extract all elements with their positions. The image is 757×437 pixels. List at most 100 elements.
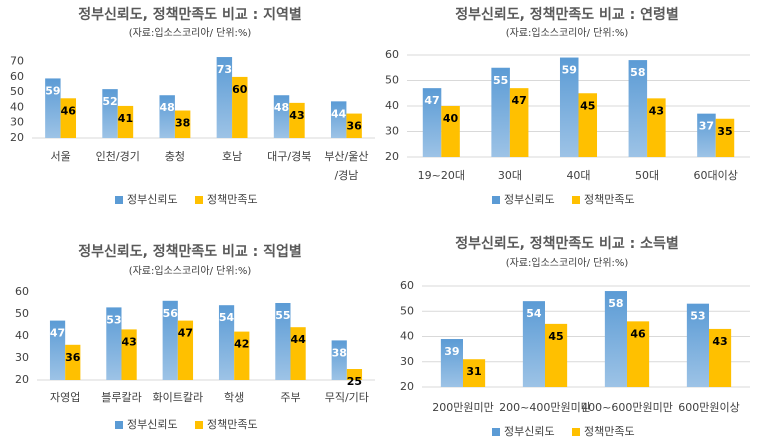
bar [647,98,666,157]
x-tick-label: 200~400만원미만 [499,401,591,414]
value-label: 47 [512,94,527,107]
y-tick-label: 50 [10,85,24,98]
x-tick-label: 호남 [222,150,242,163]
x-tick-label: 학생 [224,391,244,404]
legend-swatch [115,196,123,204]
legend-label: 정책만족도 [584,193,635,206]
legend-swatch [572,428,580,436]
value-label: 48 [160,101,175,114]
bar [463,359,486,387]
bar [441,106,460,157]
bar [440,339,463,387]
legend-swatch [492,196,500,204]
x-tick-label: 화이트칼라 [153,391,204,404]
bar [509,88,529,157]
x-tick-label: 60대이상 [694,169,738,182]
value-label: 38 [175,117,190,130]
value-label: 36 [346,120,362,133]
value-label: 43 [121,335,136,348]
value-label: 45 [548,330,563,343]
legend-label: 정부신뢰도 [127,193,178,206]
value-label: 55 [275,309,290,322]
value-label: 46 [61,104,77,117]
legend-swatch [572,196,580,204]
chart-title: 정부신뢰도, 정책만족도 비교 : 지역별 [78,6,302,23]
bar [346,113,362,138]
bar [628,60,648,157]
y-tick-label: 20 [10,131,24,144]
y-tick-label: 40 [15,329,29,342]
bar [117,105,134,138]
value-label: 39 [444,345,459,358]
value-label: 35 [717,125,732,138]
legend-label: 정부신뢰도 [504,425,555,437]
bar [330,101,347,138]
y-tick-label: 30 [10,116,24,129]
bar [709,328,732,387]
value-label: 55 [493,74,508,87]
legend-label: 정책만족도 [584,425,635,437]
y-tick-label: 40 [385,99,399,112]
bar [491,67,510,157]
chart-subtitle: (자료:입소스코리아/ 단위:%) [129,26,252,39]
value-label: 47 [178,327,193,340]
value-label: 46 [630,327,646,340]
value-label: 25 [347,375,362,388]
legend-swatch [195,196,203,204]
value-label: 60 [232,83,248,96]
bar [273,95,290,138]
bar [232,76,248,138]
x-tick-label: 블루칼라 [101,391,141,404]
x-tick-label: 대구/경북 [267,150,311,163]
x-tick-label: 200만원미만 [432,401,493,414]
bar [331,340,347,380]
value-label: 44 [331,107,347,120]
y-tick-label: 50 [400,304,414,317]
x-tick-label: 30대 [498,169,522,182]
value-label: 41 [118,112,133,125]
y-tick-label: 60 [385,48,399,61]
x-tick-label: 자영업 [50,391,80,404]
y-tick-label: 30 [400,355,414,368]
value-label: 73 [217,63,232,76]
y-tick-label: 50 [385,74,399,87]
bar [559,57,579,157]
y-tick-label: 30 [15,351,29,364]
chart-title: 정부신뢰도, 정책만족도 비교 : 연령별 [455,6,679,23]
chart-subtitle: (자료:입소스코리아/ 단위:%) [129,264,252,277]
bar [45,78,61,138]
bar [218,305,235,380]
legend-label: 정부신뢰도 [504,193,555,206]
value-label: 43 [289,109,304,122]
x-tick-label: 600만원이상 [678,401,739,414]
y-tick-label: 70 [10,55,24,68]
legend-swatch [115,421,123,429]
value-label: 31 [466,365,481,378]
y-tick-label: 20 [15,373,29,386]
y-tick-label: 40 [400,330,414,343]
bar [216,57,233,138]
bar [102,89,118,138]
value-label: 56 [163,307,179,320]
bar [159,95,175,138]
legend-swatch [492,428,500,436]
x-tick-label: 인천/경기 [96,149,140,163]
bar [522,301,545,387]
value-label: 54 [219,311,235,324]
bar [174,110,191,138]
bar [422,88,442,157]
bar [121,329,137,380]
value-label: 37 [699,120,714,133]
x-tick-label: 서울 [50,150,70,163]
value-label: 52 [102,95,117,108]
x-tick-label: 40대 [566,169,590,182]
value-label: 53 [106,313,121,326]
legend-label: 정책만족도 [207,193,258,206]
bar [715,118,735,157]
x-tick-label: 부산/울산/경남 [324,150,368,182]
bar [686,303,709,387]
bar [290,327,306,380]
x-tick-label: 주부 [280,391,300,404]
bar [275,303,291,380]
